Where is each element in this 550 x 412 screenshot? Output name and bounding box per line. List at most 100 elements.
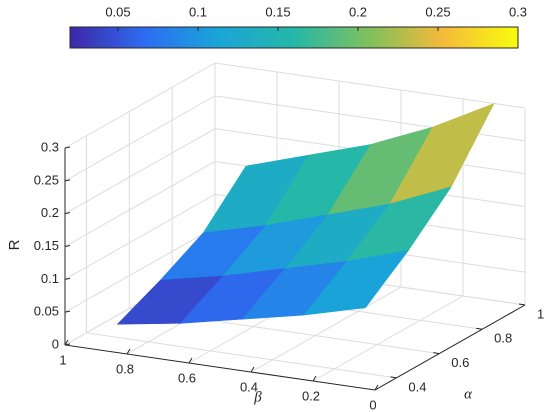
colorbar-cell	[298, 27, 303, 48]
z-tick-label: 0.05	[34, 304, 59, 319]
colorbar-tick-label: 0.15	[265, 4, 290, 19]
colorbar-cell	[306, 27, 311, 48]
colorbar-cell	[122, 27, 127, 48]
z-tick-label: 0	[52, 336, 59, 351]
z-tick	[64, 146, 71, 149]
colorbar-cell	[474, 27, 479, 48]
y-axis-label: α	[464, 386, 473, 402]
colorbar-cell	[374, 27, 379, 48]
colorbar-cell	[386, 27, 391, 48]
y-tick-label: 1	[537, 306, 544, 321]
colorbar-cell	[234, 27, 239, 48]
colorbar-cell	[342, 27, 347, 48]
colorbar-cell	[170, 27, 175, 48]
x-tick	[250, 366, 255, 373]
colorbar-cell	[238, 27, 243, 48]
z-tick	[64, 310, 71, 313]
colorbar-cell	[390, 27, 395, 48]
colorbar-cell	[286, 27, 291, 48]
colorbar-cell	[114, 27, 119, 48]
colorbar-cell	[362, 27, 367, 48]
colorbar-cell	[258, 27, 263, 48]
colorbar-frame	[69, 26, 519, 49]
colorbar-cell	[86, 27, 91, 48]
colorbar-cell	[470, 27, 475, 48]
colorbar-cell	[458, 27, 463, 48]
colorbar-cell	[162, 27, 167, 48]
colorbar-cell	[78, 27, 83, 48]
colorbar-cell	[314, 27, 319, 48]
colorbar-cell	[262, 27, 267, 48]
y-tick	[390, 376, 397, 379]
colorbar-cell	[466, 27, 471, 48]
colorbar-cell	[422, 27, 427, 48]
colorbar-cell	[174, 27, 179, 48]
colorbar-cell	[338, 27, 343, 48]
colorbar-cell	[290, 27, 295, 48]
colorbar-cell	[98, 27, 103, 48]
colorbar-cell	[502, 27, 507, 48]
colorbar-cell	[178, 27, 183, 48]
z-tick	[64, 245, 71, 247]
colorbar-cell	[218, 27, 223, 48]
colorbar-cell	[94, 27, 99, 48]
colorbar-cell	[414, 27, 419, 48]
colorbar-cell	[250, 27, 255, 48]
colorbar-cell	[514, 27, 519, 48]
colorbar-cell	[462, 27, 467, 48]
y-tick-label: 0.4	[408, 379, 426, 394]
z-tick-label: 0.3	[41, 139, 59, 154]
colorbar-cell	[346, 27, 351, 48]
colorbar-cell	[506, 27, 511, 48]
colorbar-cell	[510, 27, 515, 48]
colorbar-cell	[434, 27, 439, 48]
colorbar-cell	[486, 27, 491, 48]
colorbar-cell	[130, 27, 135, 48]
colorbar-cell	[166, 27, 171, 48]
x-tick-label: 0.6	[178, 370, 196, 385]
colorbar-cell	[318, 27, 323, 48]
colorbar-tick-label: 0.2	[349, 4, 367, 19]
colorbar-cell	[214, 27, 219, 48]
colorbar-cell	[426, 27, 431, 48]
x-tick-label: 0.4	[240, 379, 258, 394]
colorbar-cell	[126, 27, 131, 48]
colorbar-cell	[70, 27, 75, 48]
colorbar-cell	[478, 27, 483, 48]
colorbar-cell	[350, 27, 355, 48]
colorbar-cell	[334, 27, 339, 48]
x-tick	[188, 357, 193, 364]
colorbar-cell	[446, 27, 451, 48]
colorbar-cell	[242, 27, 247, 48]
colorbar-cell	[254, 27, 259, 48]
y-tick	[476, 327, 483, 330]
x-tick-label: 0.2	[302, 388, 320, 403]
colorbar-cell	[418, 27, 423, 48]
colorbar-cell	[154, 27, 159, 48]
y-tick	[518, 303, 526, 306]
colorbar-cell	[490, 27, 495, 48]
colorbar-cell	[278, 27, 283, 48]
colorbar-cell	[370, 27, 375, 48]
colorbar-cell	[106, 27, 111, 48]
x-tick	[64, 339, 69, 346]
z-tick-label: 0.2	[41, 205, 59, 220]
colorbar-cell	[322, 27, 327, 48]
colorbar-cell	[442, 27, 447, 48]
colorbar-cell	[354, 27, 359, 48]
colorbar-cell	[450, 27, 455, 48]
colorbar-cell	[206, 27, 211, 48]
colorbar-cell	[274, 27, 279, 48]
colorbar-cell	[494, 27, 499, 48]
colorbar-cell	[326, 27, 331, 48]
x-tick	[126, 348, 131, 355]
colorbar-cell	[270, 27, 275, 48]
colorbar-cell	[402, 27, 407, 48]
colorbar-tick-label: 0.1	[189, 4, 207, 19]
colorbar-cell	[226, 27, 231, 48]
colorbar-tick-label: 0.25	[425, 4, 450, 19]
colorbar-cell	[438, 27, 443, 48]
colorbar-cell	[118, 27, 123, 48]
colorbar-cell	[366, 27, 371, 48]
